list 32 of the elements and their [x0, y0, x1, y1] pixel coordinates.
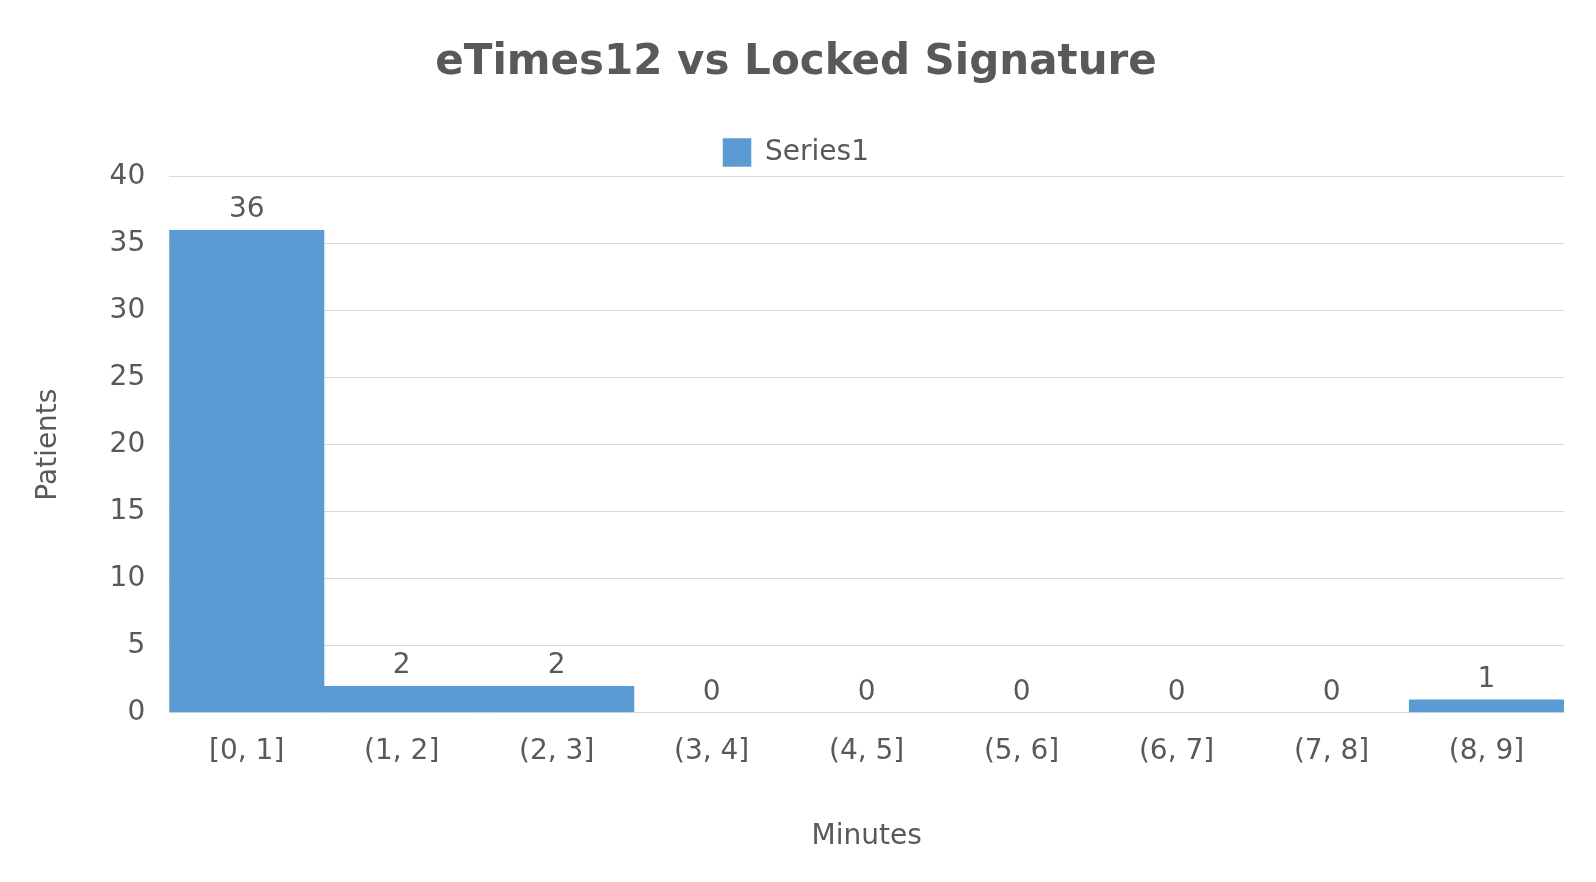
data-label: 0	[857, 674, 876, 708]
legend-label: Series1	[765, 133, 869, 167]
y-tick-label: 5	[127, 627, 146, 661]
x-axis-title: Minutes	[811, 818, 922, 852]
data-label: 36	[228, 191, 265, 225]
data-label: 1	[1477, 660, 1496, 694]
x-tick-label: (8, 9]	[1448, 732, 1525, 766]
x-tick-label: [0, 1]	[209, 732, 285, 766]
x-tick-label: (7, 8]	[1293, 732, 1370, 766]
y-tick-label: 10	[109, 559, 146, 593]
y-tick-label: 30	[109, 291, 146, 325]
x-tick-label: (1, 2]	[364, 732, 440, 766]
y-tick-label: 15	[109, 492, 146, 526]
x-tick-label: (6, 7]	[1138, 732, 1215, 766]
y-tick-label: 25	[109, 358, 146, 392]
bar	[1408, 699, 1564, 713]
data-label: 0	[1322, 674, 1341, 708]
data-label: 2	[392, 647, 411, 681]
chart-title: eTimes12 vs Locked Signature	[435, 35, 1157, 85]
data-label: 0	[1167, 674, 1186, 708]
data-label: 0	[1012, 674, 1031, 708]
y-tick-label: 0	[127, 694, 146, 728]
y-axis-title: Patients	[30, 388, 64, 501]
x-tick-label: (2, 3]	[519, 732, 595, 766]
y-tick-label: 40	[109, 157, 146, 191]
y-tick-label: 20	[109, 425, 146, 459]
x-tick-label: (4, 5]	[828, 732, 905, 766]
data-label: 0	[702, 674, 721, 708]
x-tick-label: (3, 4]	[674, 732, 750, 766]
x-tick-label: (5, 6]	[983, 732, 1060, 766]
data-label: 2	[547, 647, 566, 681]
y-tick-label: 35	[109, 224, 146, 258]
